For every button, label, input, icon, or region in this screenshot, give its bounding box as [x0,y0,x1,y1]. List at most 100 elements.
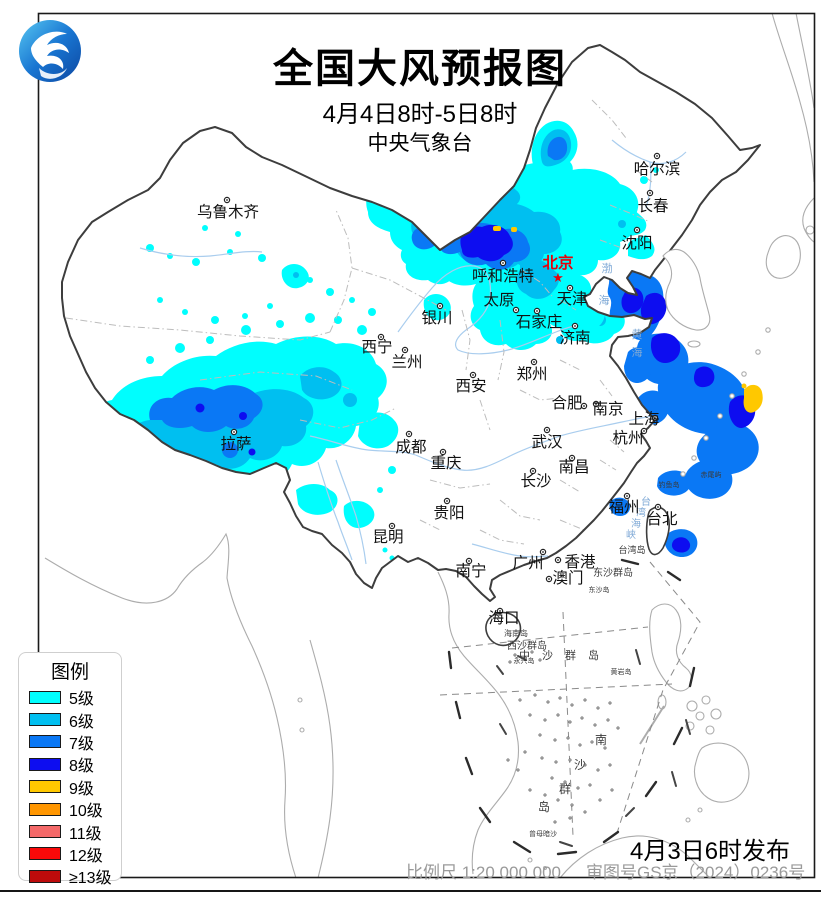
legend-item: 6级 [19,708,121,731]
hainan-island [485,611,522,647]
china-border [61,44,761,602]
city-label: 兰州 [391,353,422,371]
cma-logo-icon [19,20,81,82]
city-marker-core [569,287,571,289]
city-marker-core [583,405,585,407]
city-marker-core [626,495,628,497]
legend-label: 6级 [69,713,94,731]
legend-item: 12级 [19,843,121,865]
city-label: 长春 [637,197,668,215]
city-marker-core [542,551,544,553]
beijing-star-marker: ★ [552,270,564,285]
sea-label: 海 [632,345,643,359]
city-marker-core [649,192,651,194]
island-label: 钓鱼岛 [659,480,680,489]
legend-swatch [29,780,61,794]
city-marker-core [574,325,576,327]
map-scale: 比例尺 1:20 000 000 [406,863,561,882]
city-marker-core [595,403,597,405]
city-marker-core [532,470,534,472]
city-label: 石家庄 [516,313,563,331]
reef-marks [496,649,691,847]
island-label: 中沙群岛 [519,648,611,662]
city-label: 贵阳 [433,504,464,522]
city-label: 拉萨 [220,435,251,453]
city-label: 台北 [646,510,678,528]
legend-label: 5级 [69,691,94,709]
city-label: 济南 [559,329,590,347]
city-label: 海口 [488,609,519,627]
legend-items: 5级 6级 7级 8级 9级 10级 11级 12级 ≥13级 [19,686,121,888]
island-label: 东沙群岛 [593,566,633,579]
sea-label: 峡 [626,528,636,541]
legend-item: 10级 [19,798,121,820]
sea-label: 渤 [602,262,613,275]
city-marker-core [439,305,441,307]
island-label: 赤尾屿 [701,470,722,479]
city-marker-core [408,433,410,435]
city-marker-core [536,310,538,312]
city-label: 成都 [395,438,426,456]
legend-swatch [29,847,61,861]
legend-label: 10级 [69,803,103,821]
city-marker-core [654,417,656,419]
city-marker-core [657,506,659,508]
city-label: 澳门 [552,569,583,587]
city-label: 乌鲁木齐 [197,203,259,221]
city-label: 上海 [628,410,659,428]
city-label: 西安 [455,377,486,395]
sea-label: 海 [631,517,641,530]
city-label: 长沙 [520,472,551,490]
city-label: 香港 [564,553,596,571]
legend-swatch [29,690,61,704]
release-time: 4月3日6时发布 [630,838,791,865]
city-marker-core [446,500,448,502]
forecast-period: 4月4日8时-5日8时 [322,101,518,128]
bottom-rule [0,890,821,892]
legend-item: 11级 [19,820,121,843]
city-marker-core [656,155,658,157]
city-marker-core [643,430,645,432]
city-marker-core [226,199,228,201]
city-label: 广州 [512,554,543,572]
page-title: 全国大风预报图 [273,47,567,91]
city-marker-core [515,309,517,311]
city-label: 呼和浩特 [472,267,534,285]
map-frame-border [37,12,816,879]
approval-number: 审图号GS京（2024）0236号 [586,863,806,882]
city-marker-core [233,431,235,433]
city-label: 太原 [483,291,514,309]
sea-label: 台 [641,495,651,508]
legend-label: 7级 [69,735,94,753]
city-marker-core [548,578,550,580]
legend-label: ≥13级 [69,870,112,888]
island-label: 南 [595,732,607,747]
island-label: 群 [559,782,571,796]
city-label: 哈尔滨 [634,160,681,178]
legend-label: 8级 [69,758,94,776]
city-label: 昆明 [372,529,403,546]
island-label: 海南岛 [504,628,528,638]
agency-name: 中央气象台 [367,132,473,155]
nine-dash-line [447,558,696,856]
city-label: 西宁 [361,338,392,356]
sea-label: 黄 [632,327,643,341]
city-label: 南昌 [558,458,589,476]
city-marker-core [380,336,382,338]
legend-swatch [29,735,61,749]
maritime-boundary-layer [439,558,701,856]
city-label: 北京 [542,253,573,272]
island-label: 黄岩岛 [611,667,632,676]
legend-label: 9级 [69,780,94,798]
city-marker-core [636,229,638,231]
province-boundary-layer [65,99,653,545]
city-label: 银川 [421,309,452,327]
legend-item: ≥13级 [19,865,121,887]
taiwan-island [645,506,670,556]
city-marker-core [499,610,501,612]
legend-swatch [29,825,61,839]
